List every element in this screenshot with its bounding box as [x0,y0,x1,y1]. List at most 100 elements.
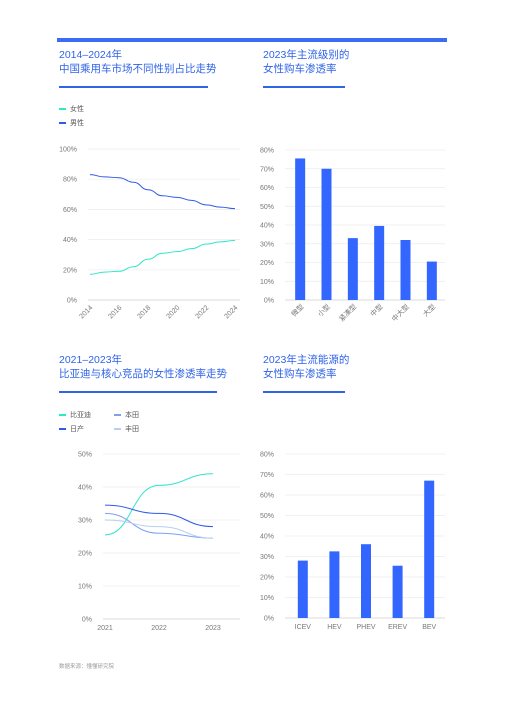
x-tick-label: 2022 [151,625,167,632]
y-tick-label: 20% [63,267,77,274]
bar-中大型 [400,240,411,300]
chart3-title: 2021–2023年 比亚迪与核心竞品的女性渗透率走势 [59,353,227,381]
y-tick-label: 50% [260,204,274,211]
y-tick-label: 0% [67,298,77,305]
bar-大型 [426,261,437,300]
legend-label: 男性 [70,120,84,127]
x-tick-label: 紧凑型 [337,302,358,323]
x-tick-label: 小型 [316,302,332,318]
x-tick-label: 大型 [421,302,437,318]
chart2-title-line1: 2023年主流级别的 [263,49,350,61]
legend-item: 女性 [59,104,84,114]
y-tick-label: 60% [63,207,77,214]
y-tick-label: 10% [260,279,274,286]
y-tick-label: 80% [63,177,77,184]
x-tick-label: 2016 [107,304,123,320]
x-tick-label: 2024 [223,304,239,320]
bar-EREV [392,565,403,618]
y-tick-label: 0% [82,617,92,624]
series-line-女性 [89,239,236,275]
chart3-title-line1: 2021–2023年 [59,354,123,366]
chart1-line-chart: 0% 20% 40% 60% 80% 100% 2014 2016 2018 2020 2022 20… [59,147,240,320]
y-tick-label: 40% [63,237,77,244]
source-note: 数据来源：懂懂研究院 [59,664,115,670]
legend-label: 丰田 [125,426,139,433]
y-tick-label: 80% [260,148,274,155]
chart3-line-chart: 0% 10% 20% 30% 40% 50% 2021 2022 2023 [78,452,240,632]
chart1-title-line2: 中国乘用车市场不同性别占比走势 [59,63,217,75]
y-tick-label: 20% [78,551,92,558]
y-tick-label: 80% [260,452,274,459]
x-tick-label: 2023 [205,625,221,632]
y-tick-label: 10% [260,595,274,602]
y-tick-label: 30% [260,554,274,561]
legend-item: 丰田 [114,424,139,434]
x-tick-label: 2014 [78,304,94,320]
legend-item: 比亚迪 [59,410,91,420]
x-tick-label: 中型 [368,302,384,318]
y-tick-label: 30% [78,518,92,525]
series-line-男性 [89,174,236,210]
chart4-title: 2023年主流能源的 女性购车渗透率 [263,353,349,381]
chart4-bar-chart: 0% 10% 20% 30% 40% 50% 60% 70% 80% ICEV HEV PHEV ERE… [260,452,445,631]
x-tick-label: HEV [327,624,342,631]
legend-label: 本田 [125,412,139,419]
bar-紧凑型 [347,238,358,300]
chart2-title: 2023年主流级别的 女性购车渗透率 [263,48,349,76]
chart4-title-line1: 2023年主流能源的 [263,354,350,366]
y-tick-label: 40% [78,485,92,492]
y-tick-label: 20% [260,575,274,582]
series-line-本田 [104,512,214,539]
x-tick-label: 2020 [165,304,181,320]
chart2-title-underline [263,86,345,88]
x-tick-label: PHEV [356,624,375,631]
x-tick-label: BEV [422,624,436,631]
chart3-title-line2: 比亚迪与核心竞品的女性渗透率走势 [59,368,227,380]
legend-swatch [59,122,66,124]
y-tick-label: 100% [59,147,77,154]
x-tick-label: ICEV [295,624,312,631]
x-tick-label: 2021 [97,625,113,632]
y-tick-label: 0% [264,298,274,305]
bar-微型 [295,158,306,300]
bar-ICEV [297,560,308,618]
y-tick-label: 50% [78,452,92,459]
bar-PHEV [361,544,371,618]
y-tick-label: 0% [264,616,274,623]
legend-item: 本田 [114,410,139,420]
bar-小型 [321,168,332,300]
bar-BEV [424,480,435,618]
y-tick-label: 40% [260,223,274,230]
top-accent-bar [57,38,447,42]
legend-label: 日产 [70,426,84,433]
series-line-丰田 [104,519,214,539]
bar-HEV [329,551,340,618]
chart2-title-line2: 女性购车渗透率 [263,63,337,75]
legend-label: 女性 [70,106,84,113]
legend-swatch [114,428,121,430]
legend-item: 男性 [59,118,84,128]
y-tick-label: 20% [260,260,274,267]
chart2-bar-chart: 0% 10% 20% 30% 40% 50% 60% 70% 80% 微型 小型 紧凑型 中型 中大型 大型 [260,148,445,323]
y-tick-label: 70% [260,472,274,479]
bar-中型 [374,225,385,300]
y-tick-label: 50% [260,513,274,520]
legend-label: 比亚迪 [70,412,91,419]
legend-swatch [59,414,66,416]
chart4-title-underline [263,391,345,393]
chart3-title-underline [59,391,217,393]
legend-swatch [114,414,121,416]
y-tick-label: 60% [260,493,274,500]
chart1-title: 2014–2024年 中国乘用车市场不同性别占比走势 [59,48,217,76]
series-line-日产 [104,504,214,528]
x-tick-label: 中大型 [390,302,411,323]
y-tick-label: 30% [260,241,274,248]
chart4-title-line2: 女性购车渗透率 [263,368,337,380]
y-tick-label: 10% [78,584,92,591]
legend-item: 日产 [59,424,84,434]
legend-swatch [59,108,66,110]
series-line-比亚迪 [104,473,214,536]
x-tick-label: 2022 [194,304,210,320]
x-tick-label: 2018 [136,304,152,320]
chart1-title-underline [59,86,208,88]
